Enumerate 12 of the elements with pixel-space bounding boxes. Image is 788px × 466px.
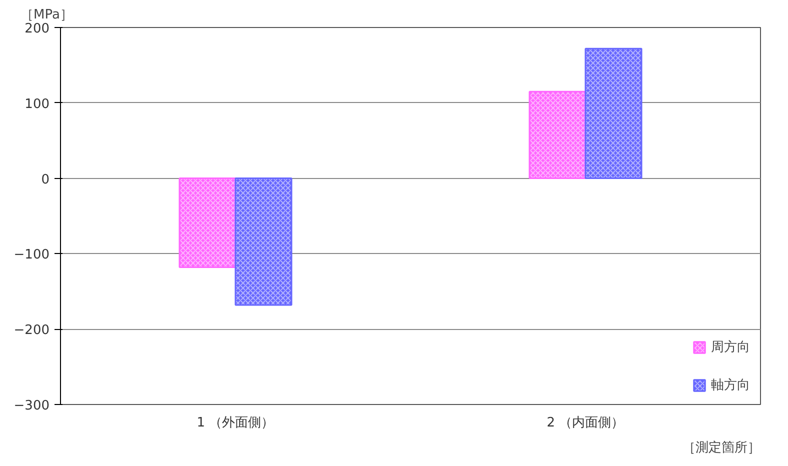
x-axis-title: ［測定箇所］ <box>682 440 760 456</box>
y-tick-label: −300 <box>14 398 50 414</box>
y-axis-title: ［MPa］ <box>20 8 73 22</box>
x-tick-label: 2 （内面側） <box>546 416 624 430</box>
y-tick-label: 200 <box>24 22 50 36</box>
y-tick-label: 0 <box>41 172 50 188</box>
x-tick-label: 1 （外面側） <box>196 416 274 430</box>
y-tick-label: −100 <box>14 248 50 263</box>
y-tick-label: 100 <box>24 96 50 112</box>
y-tick-label: −200 <box>14 323 50 338</box>
legend-label: 軸方向 <box>711 377 750 394</box>
legend-label: 周方向 <box>711 339 750 356</box>
